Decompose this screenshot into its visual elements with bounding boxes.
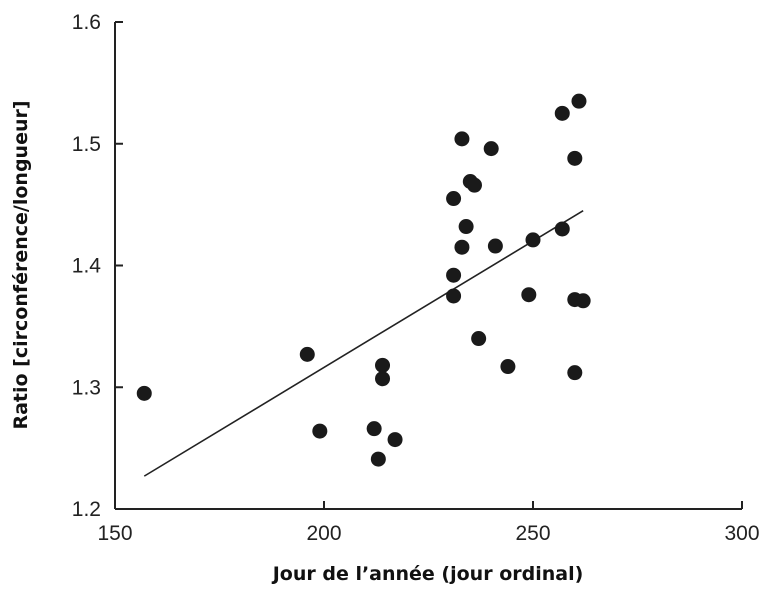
data-point xyxy=(458,219,474,235)
data-point xyxy=(446,267,462,283)
x-tick-label: 300 xyxy=(724,522,759,545)
y-ticks: 1.2 1.3 1.4 1.5 1.6 xyxy=(72,11,123,521)
data-point xyxy=(375,357,391,373)
data-point xyxy=(567,150,583,166)
x-tick-label: 250 xyxy=(515,522,550,545)
x-tick-label: 200 xyxy=(306,522,341,545)
data-point xyxy=(571,93,587,109)
data-point xyxy=(387,432,403,448)
trend-line-group xyxy=(143,210,584,477)
data-point xyxy=(487,238,503,254)
data-point xyxy=(454,131,470,147)
y-tick-label: 1.5 xyxy=(72,133,101,156)
x-axis-title: Jour de l’année (jour ordinal) xyxy=(271,563,584,585)
y-tick-label: 1.6 xyxy=(72,11,101,34)
data-point xyxy=(299,346,315,362)
data-point xyxy=(366,421,382,437)
y-axis-title: Ratio [circonférence/longueur] xyxy=(10,100,32,429)
data-point xyxy=(575,293,591,309)
data-point xyxy=(554,221,570,237)
data-point xyxy=(312,423,328,439)
data-point xyxy=(483,141,499,157)
trend-line xyxy=(143,210,584,477)
data-point xyxy=(370,451,386,467)
data-point xyxy=(136,385,152,401)
data-point xyxy=(567,365,583,381)
x-ticks: 150 200 250 300 xyxy=(97,501,760,545)
data-point xyxy=(554,105,570,121)
data-point xyxy=(525,232,541,248)
data-point xyxy=(471,331,487,347)
y-tick-label: 1.4 xyxy=(72,255,102,278)
data-point xyxy=(521,287,537,303)
axes xyxy=(114,22,742,510)
data-point xyxy=(454,239,470,255)
data-point xyxy=(375,371,391,387)
data-point xyxy=(446,191,462,207)
y-tick-label: 1.3 xyxy=(72,376,101,399)
x-tick-label: 150 xyxy=(97,522,132,545)
data-points xyxy=(136,93,591,467)
data-point xyxy=(466,177,482,193)
data-point xyxy=(500,359,516,375)
data-point xyxy=(446,288,462,304)
y-tick-label: 1.2 xyxy=(72,498,101,521)
